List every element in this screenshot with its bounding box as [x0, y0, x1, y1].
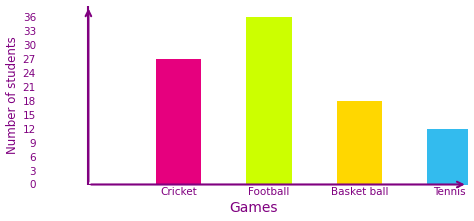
Y-axis label: Number of students: Number of students	[6, 36, 18, 154]
Bar	[156, 59, 201, 185]
Bar	[427, 129, 472, 185]
Bar	[246, 17, 292, 185]
Bar	[337, 101, 382, 185]
X-axis label: Games: Games	[229, 202, 277, 215]
